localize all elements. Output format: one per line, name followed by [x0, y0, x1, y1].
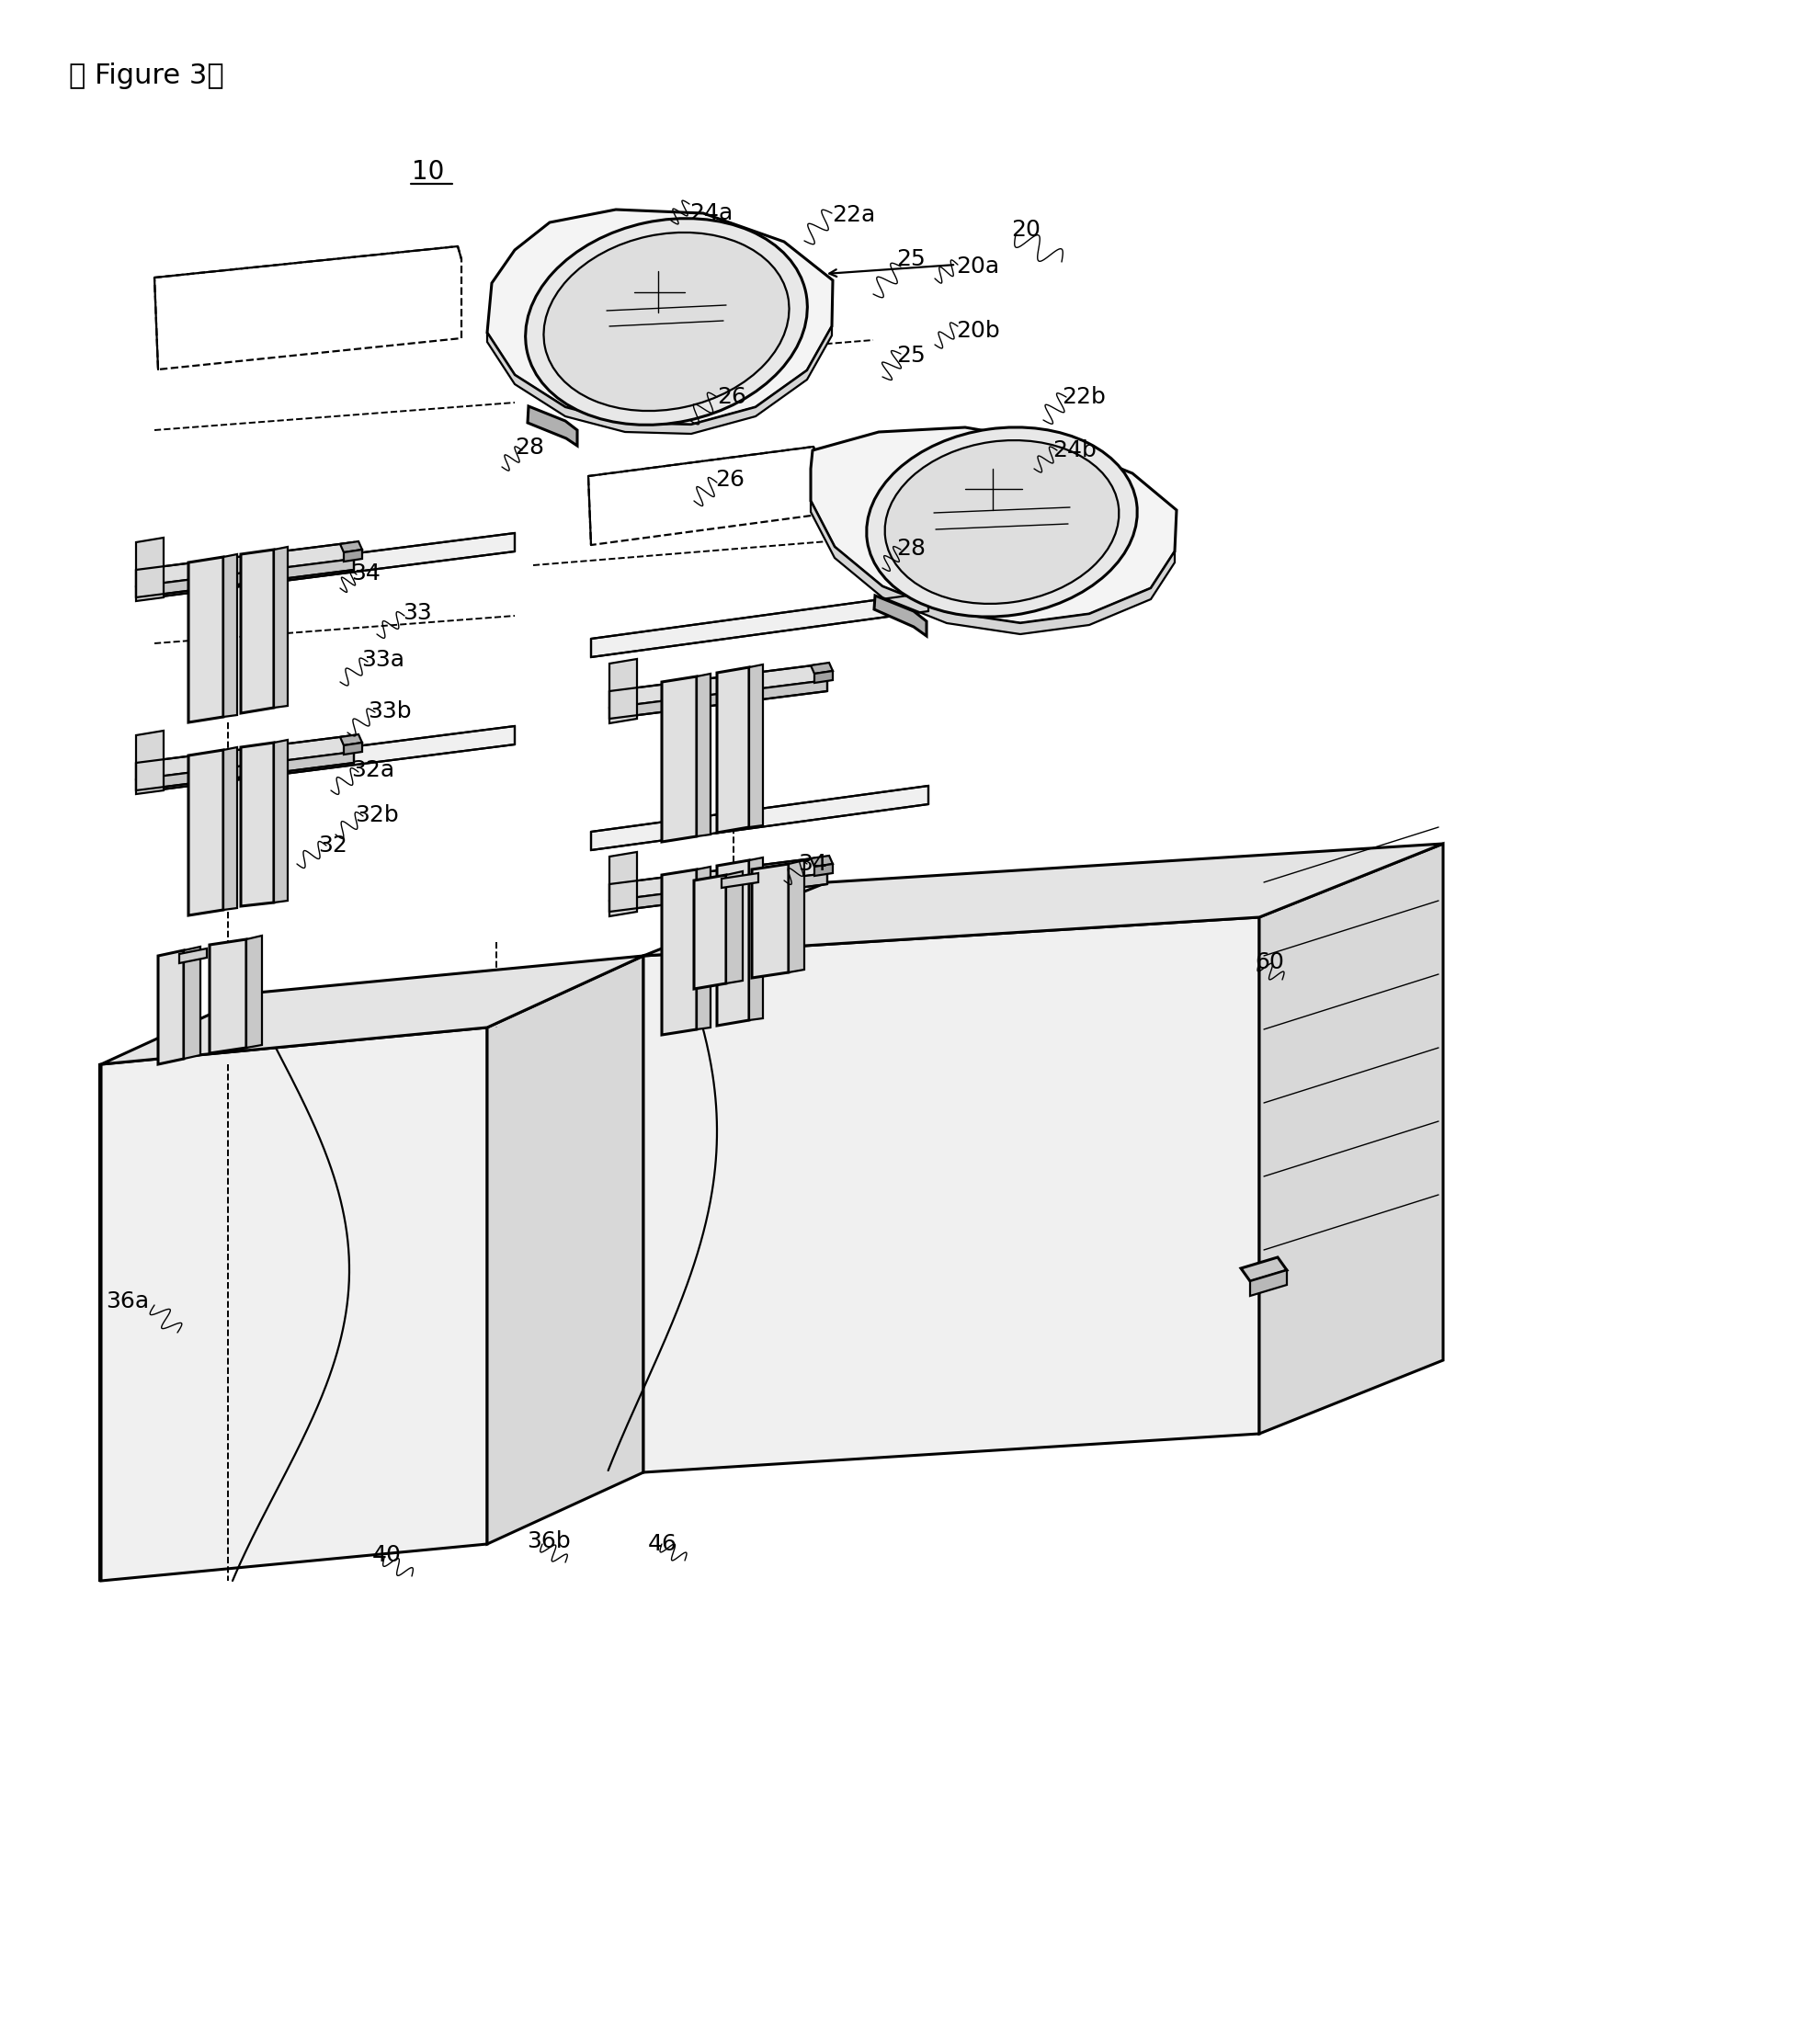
- Polygon shape: [873, 595, 927, 636]
- Polygon shape: [158, 950, 183, 1065]
- Polygon shape: [726, 871, 742, 983]
- Text: 25: 25: [897, 247, 925, 270]
- Polygon shape: [810, 856, 832, 867]
- Polygon shape: [643, 844, 1443, 957]
- Text: 20: 20: [1012, 219, 1040, 241]
- Polygon shape: [814, 865, 832, 877]
- Polygon shape: [101, 957, 643, 1065]
- Text: 28: 28: [897, 538, 925, 560]
- Text: 32a: 32a: [350, 758, 395, 781]
- Polygon shape: [1251, 1269, 1287, 1296]
- Polygon shape: [137, 730, 164, 793]
- Text: 33b: 33b: [368, 701, 412, 722]
- Text: 20b: 20b: [956, 319, 999, 341]
- Polygon shape: [340, 734, 363, 746]
- Polygon shape: [789, 861, 805, 973]
- Polygon shape: [155, 726, 514, 791]
- Text: 46: 46: [649, 1533, 677, 1555]
- Polygon shape: [661, 677, 697, 842]
- Polygon shape: [343, 550, 363, 562]
- Ellipse shape: [544, 233, 789, 411]
- Polygon shape: [751, 865, 789, 977]
- Text: 33: 33: [403, 603, 431, 623]
- Polygon shape: [717, 861, 749, 1026]
- Polygon shape: [694, 875, 726, 989]
- Text: 26: 26: [715, 468, 744, 491]
- Polygon shape: [273, 740, 288, 903]
- Polygon shape: [487, 211, 832, 425]
- Text: 22a: 22a: [832, 204, 875, 227]
- Polygon shape: [189, 750, 223, 916]
- Polygon shape: [137, 542, 354, 587]
- Polygon shape: [183, 946, 201, 1059]
- Polygon shape: [609, 873, 827, 912]
- Polygon shape: [241, 550, 273, 713]
- Polygon shape: [609, 856, 827, 901]
- Text: 34: 34: [350, 562, 381, 585]
- Polygon shape: [810, 427, 1177, 623]
- Polygon shape: [180, 948, 207, 963]
- Text: 24b: 24b: [1053, 439, 1096, 462]
- Polygon shape: [101, 1028, 487, 1580]
- Text: 28: 28: [514, 437, 544, 458]
- Polygon shape: [722, 873, 758, 887]
- Text: 10: 10: [412, 159, 444, 184]
- Polygon shape: [643, 918, 1260, 1472]
- Text: 20a: 20a: [956, 255, 999, 278]
- Polygon shape: [210, 940, 246, 1053]
- Text: 24a: 24a: [690, 202, 733, 225]
- Polygon shape: [717, 666, 749, 832]
- Polygon shape: [609, 658, 636, 724]
- Polygon shape: [223, 748, 237, 910]
- Text: 60: 60: [1254, 950, 1285, 973]
- Polygon shape: [273, 548, 288, 707]
- Polygon shape: [137, 558, 354, 597]
- Ellipse shape: [866, 427, 1138, 617]
- Text: 26: 26: [717, 386, 746, 409]
- Polygon shape: [591, 593, 929, 656]
- Polygon shape: [697, 675, 710, 836]
- Text: 32: 32: [318, 834, 347, 856]
- Polygon shape: [810, 501, 1175, 634]
- Polygon shape: [609, 664, 827, 707]
- Polygon shape: [155, 533, 514, 597]
- Polygon shape: [749, 858, 764, 1020]
- Text: 25: 25: [897, 345, 925, 366]
- Text: 33a: 33a: [361, 648, 404, 670]
- Polygon shape: [137, 538, 164, 601]
- Text: 40: 40: [372, 1543, 401, 1566]
- Polygon shape: [223, 554, 237, 717]
- Polygon shape: [697, 867, 710, 1030]
- Polygon shape: [189, 556, 223, 722]
- Polygon shape: [487, 957, 643, 1543]
- Polygon shape: [1242, 1257, 1287, 1282]
- Ellipse shape: [884, 439, 1120, 603]
- Polygon shape: [137, 752, 354, 791]
- Text: 【 Figure 3】: 【 Figure 3】: [68, 63, 225, 90]
- Polygon shape: [528, 407, 577, 446]
- Polygon shape: [137, 736, 354, 779]
- Text: 34: 34: [798, 852, 827, 875]
- Text: 36b: 36b: [527, 1531, 571, 1551]
- Polygon shape: [591, 785, 929, 850]
- Polygon shape: [609, 681, 827, 719]
- Text: 22b: 22b: [1062, 386, 1105, 409]
- Polygon shape: [487, 327, 832, 433]
- Polygon shape: [246, 936, 262, 1049]
- Text: 36a: 36a: [106, 1290, 149, 1312]
- Polygon shape: [661, 869, 697, 1034]
- Polygon shape: [749, 664, 764, 828]
- Polygon shape: [814, 670, 832, 683]
- Polygon shape: [1260, 844, 1443, 1433]
- Polygon shape: [343, 742, 363, 754]
- Polygon shape: [609, 852, 636, 916]
- Polygon shape: [241, 742, 273, 905]
- Text: 32b: 32b: [354, 803, 399, 826]
- Ellipse shape: [525, 219, 807, 425]
- Polygon shape: [810, 662, 832, 675]
- Polygon shape: [340, 542, 363, 552]
